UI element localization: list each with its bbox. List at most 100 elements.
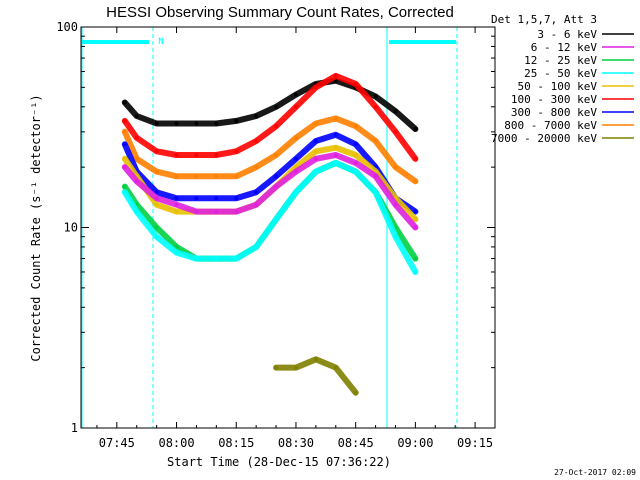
y-axis-label: Corrected Count Rate (s⁻¹ detector⁻¹) xyxy=(29,94,43,361)
series-point-0-6 xyxy=(234,118,239,123)
legend-label-6: 300 - 800 keV xyxy=(511,106,597,119)
series-point-7-12 xyxy=(353,124,358,129)
series-point-0-7 xyxy=(254,114,259,118)
x-axis-ticks: 07:45 08:00 08:15 08:30 08:45 09:00 09:15 xyxy=(96,27,493,450)
series-layer xyxy=(121,72,419,396)
series-point-3-15 xyxy=(413,270,418,274)
legend-title: Det 1,5,7, Att 3 xyxy=(491,13,597,26)
series-point-1-7 xyxy=(254,202,259,207)
series-point-6-12 xyxy=(353,142,358,147)
series-line-3 xyxy=(121,159,419,275)
legend-label-3: 25 - 50 keV xyxy=(524,67,597,80)
series-point-3-12 xyxy=(353,169,358,174)
series-point-1-8 xyxy=(274,184,279,189)
x-tick-label-6: 09:15 xyxy=(457,436,493,450)
series-point-0-4 xyxy=(194,121,199,126)
series-point-0-9 xyxy=(294,92,298,97)
legend-label-8: 7000 - 20000 keV xyxy=(491,132,597,145)
series-point-7-5 xyxy=(214,174,219,179)
series-point-3-5 xyxy=(214,256,219,261)
series-point-1-2 xyxy=(154,196,159,201)
series-point-3-6 xyxy=(234,256,239,261)
series-point-0-14 xyxy=(393,109,398,114)
series-point-2-3 xyxy=(174,244,179,249)
series-point-7-11 xyxy=(333,116,338,121)
series-point-6-9 xyxy=(294,156,298,161)
series-line-1 xyxy=(121,152,419,231)
series-point-5-5 xyxy=(214,153,219,157)
series-point-6-6 xyxy=(234,196,239,201)
series-point-0-13 xyxy=(373,94,378,99)
series-point-0-5 xyxy=(214,121,219,126)
series-point-3-4 xyxy=(194,256,199,261)
series-point-0-0 xyxy=(122,100,127,105)
series-point-2-0 xyxy=(122,184,127,189)
series-point-6-3 xyxy=(174,196,179,201)
series-point-1-4 xyxy=(194,209,199,214)
series-point-5-10 xyxy=(313,85,318,90)
series-point-4-0 xyxy=(122,156,127,161)
series-point-6-0 xyxy=(122,142,127,147)
legend-label-5: 100 - 300 keV xyxy=(511,93,597,106)
series-point-1-11 xyxy=(333,153,338,157)
series-point-1-9 xyxy=(294,169,298,174)
series-line-6 xyxy=(121,131,419,215)
series-point-1-5 xyxy=(214,209,219,214)
series-point-7-15 xyxy=(413,179,418,184)
series-point-1-14 xyxy=(393,202,398,207)
series-point-3-8 xyxy=(274,217,279,222)
series-point-5-14 xyxy=(393,129,398,134)
series-point-1-0 xyxy=(122,165,127,170)
series-point-3-7 xyxy=(254,244,259,249)
series-point-7-9 xyxy=(294,135,298,140)
y-tick-label-0: 1 xyxy=(71,421,78,435)
series-point-7-0 xyxy=(122,129,127,134)
series-line-7 xyxy=(121,115,419,185)
series-point-5-12 xyxy=(353,81,358,86)
series-point-5-11 xyxy=(333,73,338,78)
x-tick-label-4: 08:45 xyxy=(338,436,374,450)
series-point-8-8 xyxy=(274,365,279,370)
series-point-8-9 xyxy=(294,365,298,370)
series-point-0-15 xyxy=(413,127,418,131)
series-point-6-8 xyxy=(274,174,279,179)
series-point-7-10 xyxy=(313,121,318,126)
series-point-4-3 xyxy=(174,209,179,214)
series-point-0-2 xyxy=(154,121,159,126)
y-tick-label-1: 10 xyxy=(64,221,78,235)
series-point-3-11 xyxy=(333,160,338,165)
series-point-1-15 xyxy=(413,225,418,230)
series-point-5-13 xyxy=(373,104,378,109)
series-point-0-3 xyxy=(174,121,179,126)
series-point-8-12 xyxy=(353,390,358,395)
x-tick-label-1: 08:00 xyxy=(158,436,194,450)
series-point-2-2 xyxy=(154,225,159,230)
series-point-5-8 xyxy=(274,124,279,129)
series-point-7-2 xyxy=(154,169,159,174)
series-point-6-10 xyxy=(313,139,318,143)
series-line-5 xyxy=(121,72,419,162)
series-point-0-8 xyxy=(274,104,279,109)
series-point-3-3 xyxy=(174,250,179,255)
series-point-8-11 xyxy=(333,365,338,370)
legend-label-2: 12 - 25 keV xyxy=(524,54,597,67)
series-point-5-6 xyxy=(234,149,239,154)
plot-area: N 07:45 08:00 08:15 08:30 08:45 09:00 09:15 11… xyxy=(56,20,496,450)
series-point-3-2 xyxy=(154,234,159,239)
series-point-1-1 xyxy=(134,179,139,184)
x-axis-label: Start Time (28-Dec-15 07:36:22) xyxy=(167,455,391,469)
series-point-4-12 xyxy=(353,153,358,157)
series-line-8 xyxy=(273,356,359,396)
y-tick-label-2: 100 xyxy=(56,20,78,34)
footer-date: 27-Oct-2017 02:09 xyxy=(554,468,636,477)
series-point-7-14 xyxy=(393,165,398,170)
series-point-5-3 xyxy=(174,153,179,157)
x-tick-label-3: 08:30 xyxy=(278,436,314,450)
series-point-5-15 xyxy=(413,156,418,161)
attenuator-flag: N xyxy=(158,37,163,47)
series-point-3-14 xyxy=(393,234,398,239)
series-point-8-10 xyxy=(313,357,318,362)
series-point-6-5 xyxy=(214,196,219,201)
